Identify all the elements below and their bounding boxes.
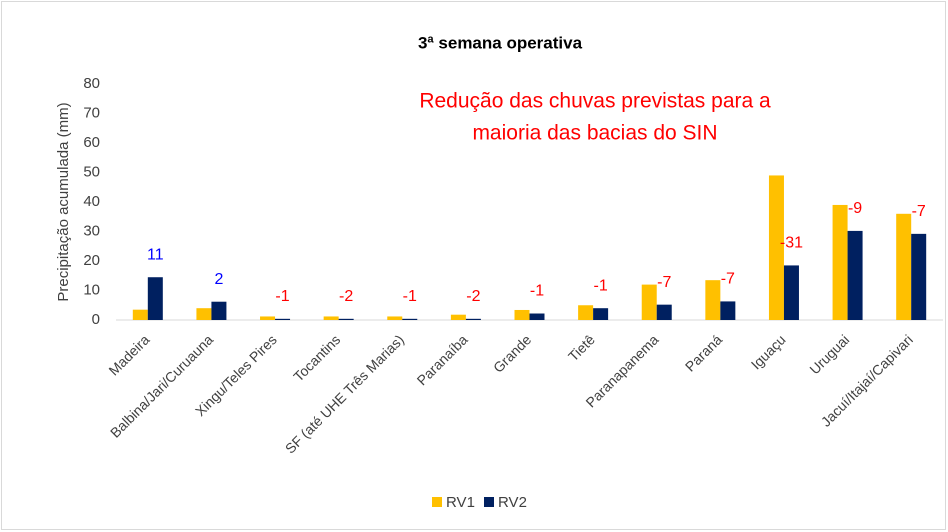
legend-label: RV2 [498,494,527,511]
y-tick-label: 40 [83,193,100,210]
y-tick-label: 60 [83,134,100,151]
legend-swatch [432,497,442,507]
bar [783,265,799,320]
difference-label: -1 [275,288,289,305]
difference-label: -2 [339,288,353,305]
difference-label: -7 [721,271,735,288]
y-tick-label: 20 [83,252,100,269]
bar [338,318,354,320]
difference-label: -7 [657,274,671,291]
bar [275,318,291,320]
bar [593,308,609,320]
bar [847,230,863,320]
annotation: Redução das chuvas previstas para a [419,90,771,113]
bar [323,316,339,320]
bar [705,280,721,320]
bar [832,204,848,320]
y-tick-label: 80 [83,75,100,92]
bar [211,301,227,320]
bar [465,318,481,320]
bar [514,309,530,320]
bar [387,316,403,320]
bar [132,309,148,320]
bar [450,314,466,320]
bar [578,305,594,320]
bar [196,308,212,320]
legend-label: RV1 [446,494,475,511]
difference-label: -1 [530,283,544,300]
difference-label: -1 [593,277,607,294]
y-tick-label: 10 [83,281,100,298]
difference-label: 11 [147,246,164,263]
bar [402,318,418,320]
difference-label: -1 [403,288,417,305]
bar [720,301,736,320]
difference-label: -2 [466,288,480,305]
bar [656,304,672,320]
bar [911,233,927,320]
difference-label: 2 [214,271,223,288]
chart-title: 3ª semana operativa [418,33,583,52]
y-axis-title: Precipitação acumulada (mm) [55,102,72,301]
bar [529,313,545,320]
y-tick-label: 30 [83,222,100,239]
y-tick-label: 70 [83,104,100,121]
difference-label: -9 [848,200,862,217]
bar [260,316,276,320]
bar [641,284,657,320]
difference-label: -31 [780,235,803,252]
y-tick-label: 50 [83,163,100,180]
bar [896,213,912,320]
y-tick-label: 0 [92,311,100,328]
annotation: maioria das bacias do SIN [472,122,717,145]
difference-label: -7 [912,203,926,220]
bar [147,277,163,320]
bar [768,175,784,320]
legend-swatch [484,497,494,507]
